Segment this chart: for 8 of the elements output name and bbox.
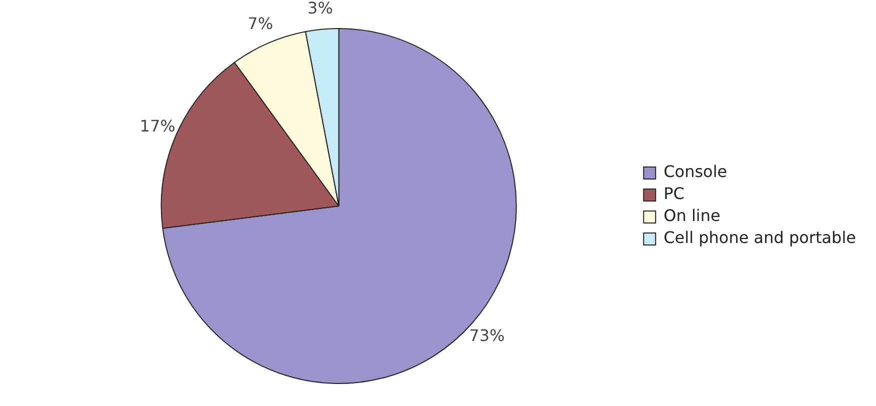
legend-label: Cell phone and portable [664, 228, 856, 248]
data-label: 17% [140, 116, 176, 136]
data-label: 7% [248, 14, 274, 33]
legend-label: PC [664, 184, 684, 204]
data-label: 3% [308, 0, 333, 18]
legend-label: Console [664, 162, 728, 182]
legend-label: On line [664, 206, 720, 226]
data-label: 73% [469, 326, 505, 345]
